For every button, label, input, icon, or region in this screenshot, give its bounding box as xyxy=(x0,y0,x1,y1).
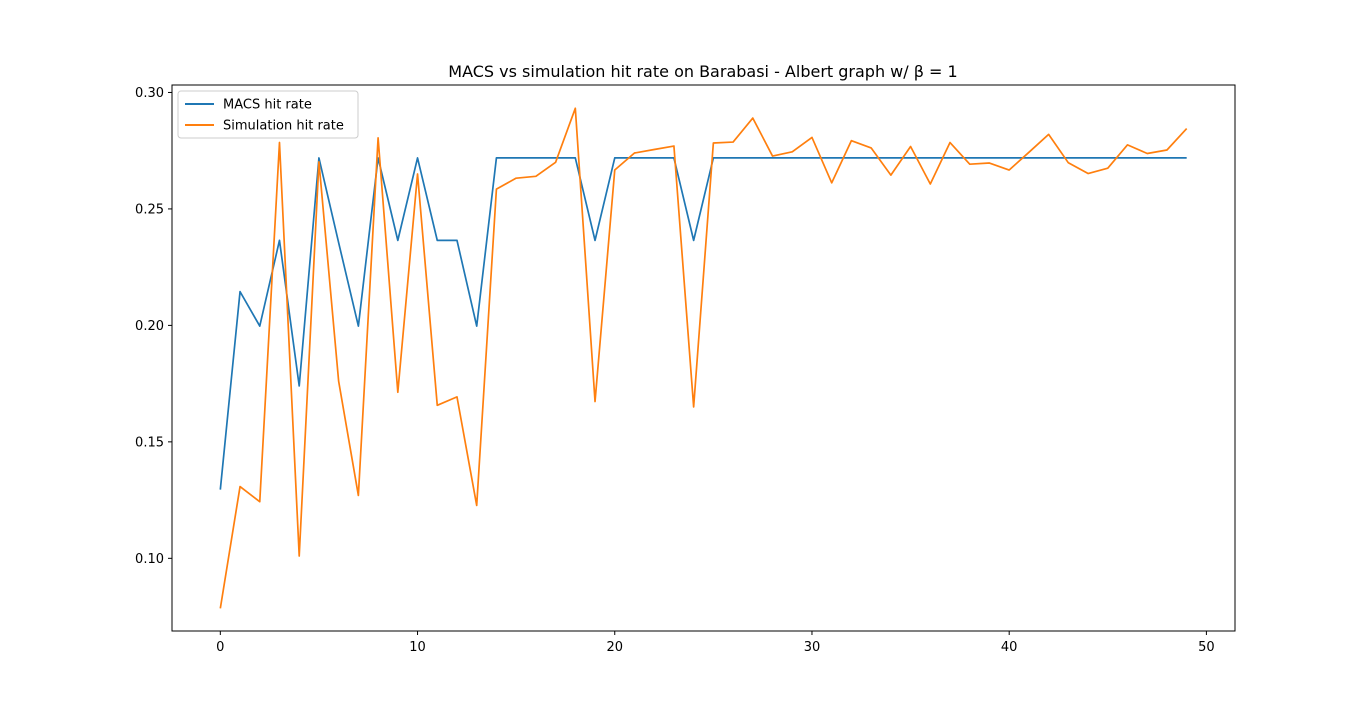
plot-frame xyxy=(171,84,1236,632)
x-tick-label: 10 xyxy=(409,640,426,655)
x-tick-label: 30 xyxy=(804,640,821,655)
legend-label-simulation: Simulation hit rate xyxy=(223,119,344,134)
x-axis: 0 10 20 30 40 50 xyxy=(216,631,1215,655)
y-tick-label: 0.15 xyxy=(135,435,164,450)
legend-box xyxy=(177,90,359,139)
x-tick-label: 20 xyxy=(606,640,623,655)
plot-area xyxy=(172,85,1235,631)
series-lines xyxy=(219,107,1188,609)
y-tick-label: 0.25 xyxy=(135,202,164,217)
legend-label-macs: MACS hit rate xyxy=(223,98,312,113)
chart-title: MACS vs simulation hit rate on Barabasi … xyxy=(448,62,957,81)
y-tick-label: 0.20 xyxy=(135,319,164,334)
x-tick-label: 0 xyxy=(216,640,224,655)
y-axis: 0.10 0.15 0.20 0.25 0.30 xyxy=(135,86,172,567)
x-tick-label: 40 xyxy=(1001,640,1018,655)
y-tick-label: 0.30 xyxy=(135,86,164,101)
x-tick-label: 50 xyxy=(1198,640,1215,655)
series-line-simulation xyxy=(219,107,1188,609)
legend: MACS hit rate Simulation hit rate xyxy=(177,90,359,139)
y-tick-label: 0.10 xyxy=(135,552,164,567)
